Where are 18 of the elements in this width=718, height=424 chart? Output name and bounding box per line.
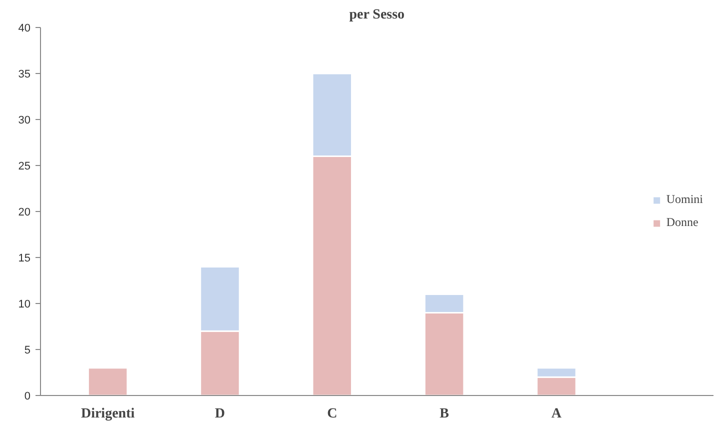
legend-label: Donne (666, 215, 698, 230)
x-tick-label: Dirigenti (80, 406, 135, 422)
x-tick-label: D (214, 406, 226, 422)
y-tick-label: 15 (18, 252, 31, 264)
y-tick-label: 25 (18, 160, 31, 172)
y-tick-label: 0 (24, 390, 31, 402)
chart-title: per Sesso (349, 8, 405, 22)
y-tick-label: 30 (18, 114, 31, 126)
legend-label: Uomini (666, 192, 703, 207)
bar (87, 367, 128, 396)
y-tick-label: 20 (18, 206, 31, 218)
y-tick-label: 40 (18, 22, 31, 34)
y-tick-label: 35 (18, 68, 31, 80)
y-tick-label: 5 (24, 344, 31, 356)
x-tick-label: A (551, 406, 562, 422)
x-tick-label: B (440, 406, 449, 422)
y-tick-label: 10 (18, 298, 31, 310)
x-tick-label: C (327, 406, 338, 422)
